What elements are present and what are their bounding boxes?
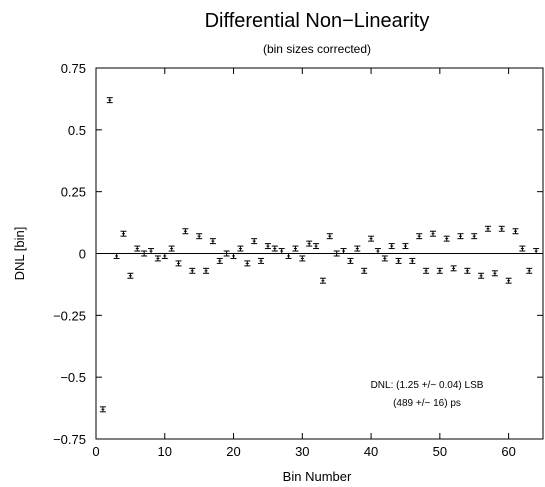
data-point — [478, 272, 485, 279]
data-point — [519, 245, 526, 252]
data-point — [533, 248, 540, 254]
annotation-dnl-lsb: DNL: (1.25 +/− 0.04) LSB — [371, 380, 484, 391]
data-point — [237, 245, 244, 252]
y-tick-label: −0.75 — [53, 432, 86, 447]
y-axis-label: DNL [bin] — [12, 227, 27, 281]
annotation-dnl-ps: (489 +/− 16) ps — [393, 398, 461, 409]
x-tick-label: 10 — [158, 444, 172, 459]
data-point — [258, 257, 265, 264]
x-tick-label: 40 — [364, 444, 378, 459]
data-point — [113, 253, 120, 259]
y-tick-label: 0.75 — [61, 61, 86, 76]
data-point — [306, 240, 313, 247]
chart-subtitle: (bin sizes corrected) — [263, 42, 371, 56]
data-point — [134, 245, 141, 252]
data-point — [374, 248, 381, 254]
chart-title: Differential Non−Linearity — [205, 10, 430, 32]
data-point — [148, 248, 155, 254]
y-tick-label: 0.5 — [68, 123, 86, 138]
data-point — [161, 253, 168, 259]
data-point — [491, 270, 498, 277]
data-point — [209, 238, 216, 245]
data-point — [443, 235, 450, 242]
data-point — [175, 260, 182, 267]
data-point — [395, 257, 402, 264]
data-point — [402, 243, 409, 250]
data-point — [368, 235, 375, 242]
data-point — [326, 233, 333, 240]
data-point — [450, 265, 457, 272]
data-point — [127, 272, 134, 279]
x-tick-label: 50 — [433, 444, 447, 459]
data-point — [251, 238, 258, 245]
data-point — [429, 230, 436, 237]
data-point — [154, 255, 161, 262]
y-tick-label: 0.25 — [61, 185, 86, 200]
data-point — [423, 267, 430, 274]
data-point — [464, 267, 471, 274]
data-point — [278, 248, 285, 254]
y-axis-ticks: −0.75 −0.5 −0.25 0 0.25 0.5 0.75 — [53, 61, 543, 447]
data-point — [409, 257, 416, 264]
data-point — [203, 267, 210, 274]
y-tick-label: −0.5 — [60, 370, 86, 385]
x-axis-ticks: 0 10 20 30 40 50 60 — [92, 68, 516, 459]
data-point — [512, 228, 519, 235]
x-axis-label: Bin Number — [283, 469, 352, 484]
x-tick-label: 0 — [92, 444, 99, 459]
data-point — [416, 233, 423, 240]
data-point — [471, 233, 478, 240]
data-point — [347, 257, 354, 264]
data-point — [182, 228, 189, 235]
data-points — [99, 97, 540, 413]
data-point — [498, 225, 505, 232]
data-point — [285, 253, 292, 259]
data-point — [381, 255, 388, 262]
data-point — [168, 245, 175, 252]
x-tick-label: 60 — [501, 444, 515, 459]
data-point — [292, 245, 299, 252]
data-point — [526, 267, 533, 274]
x-tick-label: 30 — [295, 444, 309, 459]
y-tick-label: 0 — [79, 247, 86, 262]
data-point — [196, 233, 203, 240]
data-point — [120, 230, 127, 237]
x-tick-label: 20 — [226, 444, 240, 459]
data-point — [141, 250, 148, 257]
data-point — [436, 267, 443, 274]
data-point — [333, 250, 340, 257]
data-point — [271, 245, 278, 252]
data-point — [505, 277, 512, 284]
data-point — [457, 233, 464, 240]
data-point — [388, 243, 395, 250]
data-point — [106, 97, 113, 104]
data-point — [340, 248, 347, 254]
data-point — [319, 277, 326, 284]
data-point — [189, 267, 196, 274]
data-point — [299, 255, 306, 262]
data-point — [223, 250, 230, 257]
data-point — [216, 257, 223, 264]
data-point — [484, 225, 491, 232]
data-point — [244, 260, 251, 267]
y-tick-label: −0.25 — [53, 308, 86, 323]
data-point — [99, 406, 106, 413]
data-point — [264, 243, 271, 250]
data-point — [313, 243, 320, 250]
data-point — [230, 253, 237, 259]
data-point — [354, 245, 361, 252]
data-point — [361, 267, 368, 274]
